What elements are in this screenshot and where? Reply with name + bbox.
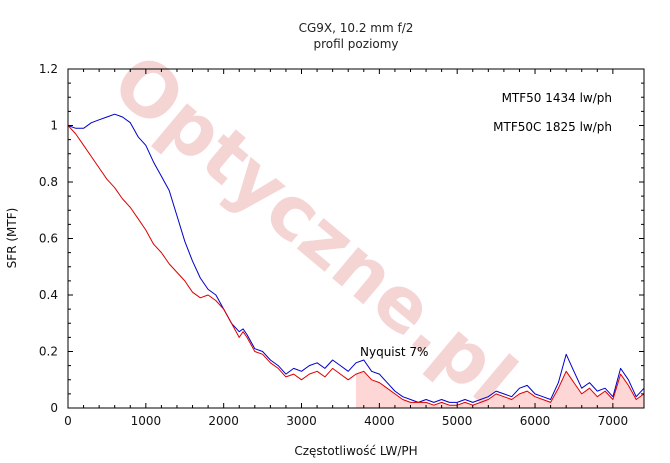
series-line-1 (67, 113, 645, 403)
watermark-text: Optyczne.pl (96, 38, 531, 423)
nyquist-annotation: Nyquist 7% (360, 345, 428, 359)
watermark-layer: Optyczne.pl (96, 38, 531, 423)
x-tick-label: 7000 (598, 414, 629, 428)
mtf50-annotation: MTF50 1434 lw/ph (502, 91, 612, 105)
y-tick-label: 0.8 (39, 175, 58, 189)
series-layer (67, 113, 645, 406)
x-tick-label: 0 (64, 414, 72, 428)
chart-title: CG9X, 10.2 mm f/2 (299, 21, 414, 35)
x-tick-label: 5000 (442, 414, 473, 428)
y-axis-label: SFR (MTF) (5, 208, 19, 269)
x-axis-ticks: 0 1000 2000 3000 4000 5000 6000 7000 (64, 69, 628, 428)
x-tick-label: 3000 (286, 414, 317, 428)
y-axis-ticks: 0 0.2 0.4 0.6 0.8 1 1.2 (39, 62, 644, 415)
x-tick-label: 1000 (131, 414, 162, 428)
y-tick-label: 1.2 (39, 62, 58, 76)
y-tick-label: 0.6 (39, 232, 58, 246)
mtf50c-annotation: MTF50C 1825 lw/ph (493, 120, 612, 134)
x-tick-label: 2000 (208, 414, 239, 428)
x-axis-label: Częstotliwość LW/PH (294, 444, 417, 458)
x-tick-label: 4000 (364, 414, 395, 428)
x-tick-label: 6000 (520, 414, 551, 428)
series-line-2 (67, 125, 645, 406)
chart-subtitle: profil poziomy (313, 37, 398, 51)
y-tick-label: 0 (50, 401, 58, 415)
y-tick-label: 0.4 (39, 288, 58, 302)
y-tick-label: 0.2 (39, 345, 58, 359)
y-tick-label: 1 (50, 119, 58, 133)
